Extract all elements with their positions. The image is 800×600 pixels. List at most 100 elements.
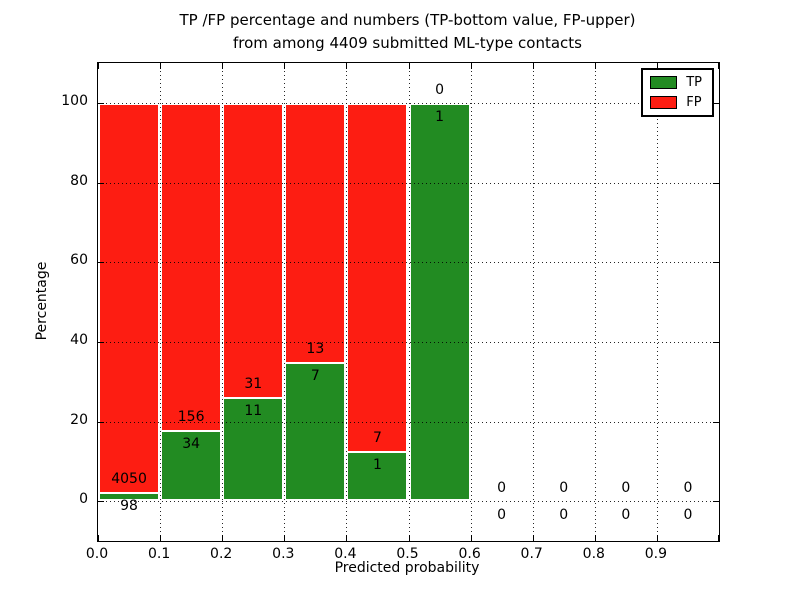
- legend-label-tp: TP: [686, 75, 702, 90]
- x-tick-mark: [594, 535, 596, 541]
- y-tick-label: 60: [70, 252, 88, 269]
- legend-label-fp: FP: [686, 95, 702, 110]
- tp-count-label: 34: [182, 435, 201, 452]
- y-tick-label: 0: [79, 491, 88, 508]
- y-tick-mark: [98, 102, 104, 104]
- x-tick-mark: [98, 63, 99, 69]
- y-tick-mark: [98, 341, 104, 343]
- chart-title: TP /FP percentage and numbers (TP-bottom…: [97, 9, 718, 54]
- y-tick-mark: [98, 421, 104, 423]
- x-tick-mark: [656, 535, 658, 541]
- tp-bar-segment: [408, 102, 471, 502]
- fp-count-label: 4050: [111, 470, 147, 487]
- x-tick-mark: [656, 63, 658, 69]
- v-gridline: [532, 63, 534, 541]
- fp-count-label: 0: [497, 480, 507, 497]
- tp-count-label: 11: [244, 402, 263, 419]
- tp-bar-segment: [98, 491, 161, 502]
- x-tick-mark: [470, 63, 472, 69]
- x-tick-mark: [470, 535, 472, 541]
- v-gridline: [594, 63, 596, 541]
- tp-count-label: 0: [559, 507, 569, 524]
- x-axis-label: Predicted probability: [334, 560, 480, 576]
- tp-count-label: 1: [372, 457, 382, 474]
- v-gridline: [470, 63, 472, 541]
- x-tick-mark: [532, 63, 534, 69]
- y-tick-mark: [713, 341, 719, 343]
- x-tick-label: 0.8: [582, 546, 605, 562]
- x-tick-mark: [98, 535, 99, 541]
- plot-area: TP FP 4050 98 156 34 31 11 13 7 7 1 0 1 0 0 0 0 0 0 0 0: [97, 62, 720, 542]
- legend: TP FP: [641, 68, 714, 117]
- x-tick-mark: [222, 63, 224, 69]
- tp-count-label: 98: [120, 497, 138, 514]
- tp-count-label: 0: [683, 507, 693, 524]
- tp-count-label: 1: [435, 108, 445, 125]
- y-tick-label: 80: [70, 172, 88, 189]
- x-tick-mark: [160, 535, 162, 541]
- v-gridline: [408, 63, 410, 541]
- fp-bar-segment: [346, 102, 409, 452]
- tp-bar-segment: [346, 451, 409, 502]
- fp-count-label: 31: [244, 375, 263, 392]
- fp-count-label: 0: [559, 480, 569, 497]
- chart-title-line1: TP /FP percentage and numbers (TP-bottom…: [179, 11, 636, 29]
- legend-item-tp: TP: [650, 75, 702, 90]
- y-tick-mark: [98, 501, 104, 503]
- y-tick-mark: [713, 262, 719, 264]
- x-tick-mark: [284, 535, 286, 541]
- x-tick-mark: [594, 63, 596, 69]
- fp-count-label: 0: [683, 480, 693, 497]
- fp-bar-segment: [98, 102, 161, 492]
- tp-bar-segment: [284, 361, 347, 502]
- y-tick-mark: [713, 501, 719, 503]
- y-tick-label: 40: [70, 331, 88, 348]
- x-tick-label: 0.5: [396, 546, 419, 562]
- x-tick-label: 0.9: [644, 546, 668, 562]
- fp-count-label: 7: [372, 430, 382, 447]
- x-tick-mark: [222, 535, 224, 541]
- x-tick-mark: [346, 63, 348, 69]
- v-gridline: [160, 63, 162, 541]
- v-gridline: [222, 63, 224, 541]
- tp-bar-segment: [222, 396, 285, 502]
- y-tick-label: 20: [70, 411, 88, 428]
- y-tick-mark: [713, 421, 719, 423]
- x-tick-label: 0.0: [85, 546, 109, 562]
- fp-count-label: 0: [435, 81, 445, 98]
- y-tick-mark: [98, 182, 104, 184]
- y-tick-mark: [98, 262, 104, 264]
- y-axis-label: Percentage: [34, 261, 50, 341]
- y-tick-label: 100: [61, 92, 88, 109]
- chart-title-line2: from among 4409 submitted ML-type contac…: [233, 33, 582, 52]
- fp-bar-segment: [284, 102, 347, 362]
- v-gridline: [656, 63, 658, 541]
- tp-bar-segment: [160, 429, 223, 502]
- fp-swatch: [650, 96, 678, 109]
- v-gridline: [284, 63, 286, 541]
- x-tick-mark: [532, 535, 534, 541]
- x-tick-label: 0.1: [147, 546, 171, 562]
- x-tick-label: 0.6: [458, 546, 481, 562]
- legend-item-fp: FP: [650, 95, 702, 110]
- y-tick-mark: [713, 102, 719, 104]
- fp-count-label: 0: [621, 480, 631, 497]
- v-gridline: [346, 63, 348, 541]
- tp-count-label: 7: [310, 367, 320, 384]
- tp-swatch: [650, 76, 678, 89]
- x-tick-mark: [160, 63, 162, 69]
- x-tick-mark: [408, 63, 410, 69]
- x-tick-label: 0.7: [520, 546, 543, 562]
- fp-count-label: 13: [306, 340, 325, 357]
- x-tick-mark: [346, 535, 348, 541]
- fp-bar-segment: [222, 102, 285, 397]
- x-tick-mark: [408, 535, 410, 541]
- x-tick-mark: [284, 63, 286, 69]
- fp-count-label: 156: [177, 408, 205, 425]
- x-tick-label: 0.3: [272, 546, 295, 562]
- y-tick-mark: [713, 182, 719, 184]
- x-tick-mark: [718, 63, 719, 69]
- tp-count-label: 0: [621, 507, 631, 524]
- x-tick-label: 0.2: [210, 546, 233, 562]
